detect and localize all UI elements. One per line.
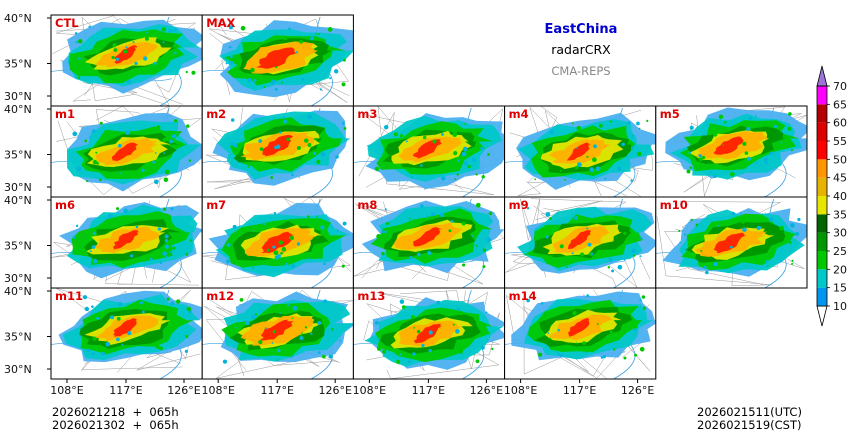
panel-grid: CTL MAX m1 m2 m3 m4 m5 m6 m7 m8 m9 m10 m11 m12 m13 m14	[50, 14, 808, 380]
map-panel-m14: m14	[504, 287, 657, 380]
panel-label-m5: m5	[660, 107, 680, 121]
lon-tick-label: 117°E	[109, 384, 142, 397]
colorbar-swatch	[817, 232, 827, 251]
panel-label-m3: m3	[357, 107, 377, 121]
colorbar-extend-low	[816, 305, 828, 327]
colorbar-swatch	[817, 269, 827, 288]
lat-tick-label: 30°N	[4, 272, 32, 285]
map-panel-m1: m1	[50, 105, 203, 198]
map-panel-CTL: CTL	[50, 14, 203, 107]
lat-tick-label: 35°N	[4, 240, 32, 253]
source-title: CMA-REPS	[551, 64, 611, 78]
map-panel-m9: m9	[504, 196, 657, 289]
colorbar-swatch	[817, 141, 827, 160]
init-time-line2: 2026021302 + 065h	[52, 418, 179, 432]
map-axes: 40°N35°N30°N40°N35°N30°N40°N35°N30°N40°N…	[4, 12, 654, 397]
lat-tick-label: 40°N	[4, 12, 32, 25]
panel-label-m14: m14	[509, 289, 537, 303]
lat-tick-label: 30°N	[4, 363, 32, 376]
map-panel-m4: m4	[504, 105, 657, 198]
valid-time-utc: 2026021511(UTC)	[697, 405, 802, 419]
lat-tick-label: 30°N	[4, 181, 32, 194]
map-panel-m6: m6	[50, 196, 203, 289]
lon-tick-label: 108°E	[353, 384, 386, 397]
lon-tick-label: 108°E	[201, 384, 234, 397]
panel-label-m6: m6	[55, 198, 75, 212]
colorbar-tick-label: 20	[833, 263, 847, 276]
colorbar-tick-label: 55	[833, 135, 847, 148]
colorbar-extend-high	[816, 65, 828, 87]
panel-label-m4: m4	[509, 107, 529, 121]
lat-tick-label: 40°N	[4, 194, 32, 207]
region-title: EastChina	[544, 22, 618, 37]
lat-tick-label: 40°N	[4, 285, 32, 298]
map-panel-m5: m5	[655, 105, 808, 198]
colorbar-swatch	[817, 104, 827, 123]
panel-label-m2: m2	[206, 107, 226, 121]
colorbar-swatch	[817, 287, 827, 306]
reflectivity-colorbar: 10 15 20 25 30 35 40 45 50 55 60 65 70	[816, 65, 847, 327]
panel-label-m10: m10	[660, 198, 688, 212]
colorbar-tick-label: 15	[833, 282, 847, 295]
panel-label-m7: m7	[206, 198, 226, 212]
lon-tick-label: 126°E	[621, 384, 654, 397]
map-panel-m10: m10	[655, 196, 808, 289]
colorbar-swatch	[817, 86, 827, 105]
init-time-line1: 2026021218 + 065h	[52, 405, 179, 419]
panel-label-m1: m1	[55, 107, 75, 121]
map-panel-m2: m2	[201, 105, 354, 198]
product-title: radarCRX	[551, 42, 611, 57]
map-panel-m8: m8	[352, 196, 506, 289]
lat-tick-label: 35°N	[4, 331, 32, 344]
panel-label-MAX: MAX	[206, 16, 235, 30]
map-panel-m3: m3	[352, 105, 506, 198]
lat-tick-label: 35°N	[4, 58, 32, 71]
panel-label-CTL: CTL	[55, 16, 79, 30]
panel-label-m8: m8	[357, 198, 377, 212]
colorbar-tick-label: 10	[833, 300, 847, 313]
map-panel-MAX: MAX	[201, 14, 354, 107]
colorbar-tick-label: 65	[833, 98, 847, 111]
lon-tick-label: 117°E	[563, 384, 596, 397]
colorbar-tick-label: 35	[833, 208, 847, 221]
panel-label-m12: m12	[206, 289, 234, 303]
panel-label-m11: m11	[55, 289, 83, 303]
colorbar-swatch	[817, 214, 827, 233]
map-panel-m13: m13	[352, 287, 506, 380]
lat-tick-label: 30°N	[4, 90, 32, 103]
colorbar-swatch	[817, 122, 827, 141]
lat-tick-label: 40°N	[4, 103, 32, 116]
valid-time-cst: 2026021519(CST)	[697, 418, 802, 432]
colorbar-tick-label: 30	[833, 227, 847, 240]
lon-tick-label: 117°E	[260, 384, 293, 397]
lon-tick-label: 108°E	[504, 384, 537, 397]
colorbar-tick-label: 25	[833, 245, 847, 258]
colorbar-tick-label: 45	[833, 172, 847, 185]
lon-tick-label: 117°E	[412, 384, 445, 397]
colorbar-swatch	[817, 196, 827, 215]
panel-label-m9: m9	[509, 198, 529, 212]
lat-tick-label: 35°N	[4, 149, 32, 162]
colorbar-swatch	[817, 159, 827, 178]
colorbar-tick-label: 70	[833, 80, 847, 93]
lon-tick-label: 108°E	[50, 384, 83, 397]
map-panel-m7: m7	[201, 196, 354, 289]
colorbar-swatch	[817, 251, 827, 270]
colorbar-tick-label: 50	[833, 153, 847, 166]
lon-tick-label: 126°E	[167, 384, 200, 397]
map-panel-m11: m11	[50, 287, 203, 380]
map-panel-m12: m12	[201, 287, 354, 380]
colorbar-tick-label: 60	[833, 117, 847, 130]
lon-tick-label: 126°E	[318, 384, 351, 397]
colorbar-swatch	[817, 177, 827, 196]
colorbar-tick-label: 40	[833, 190, 847, 203]
panel-label-m13: m13	[357, 289, 385, 303]
lon-tick-label: 126°E	[470, 384, 503, 397]
